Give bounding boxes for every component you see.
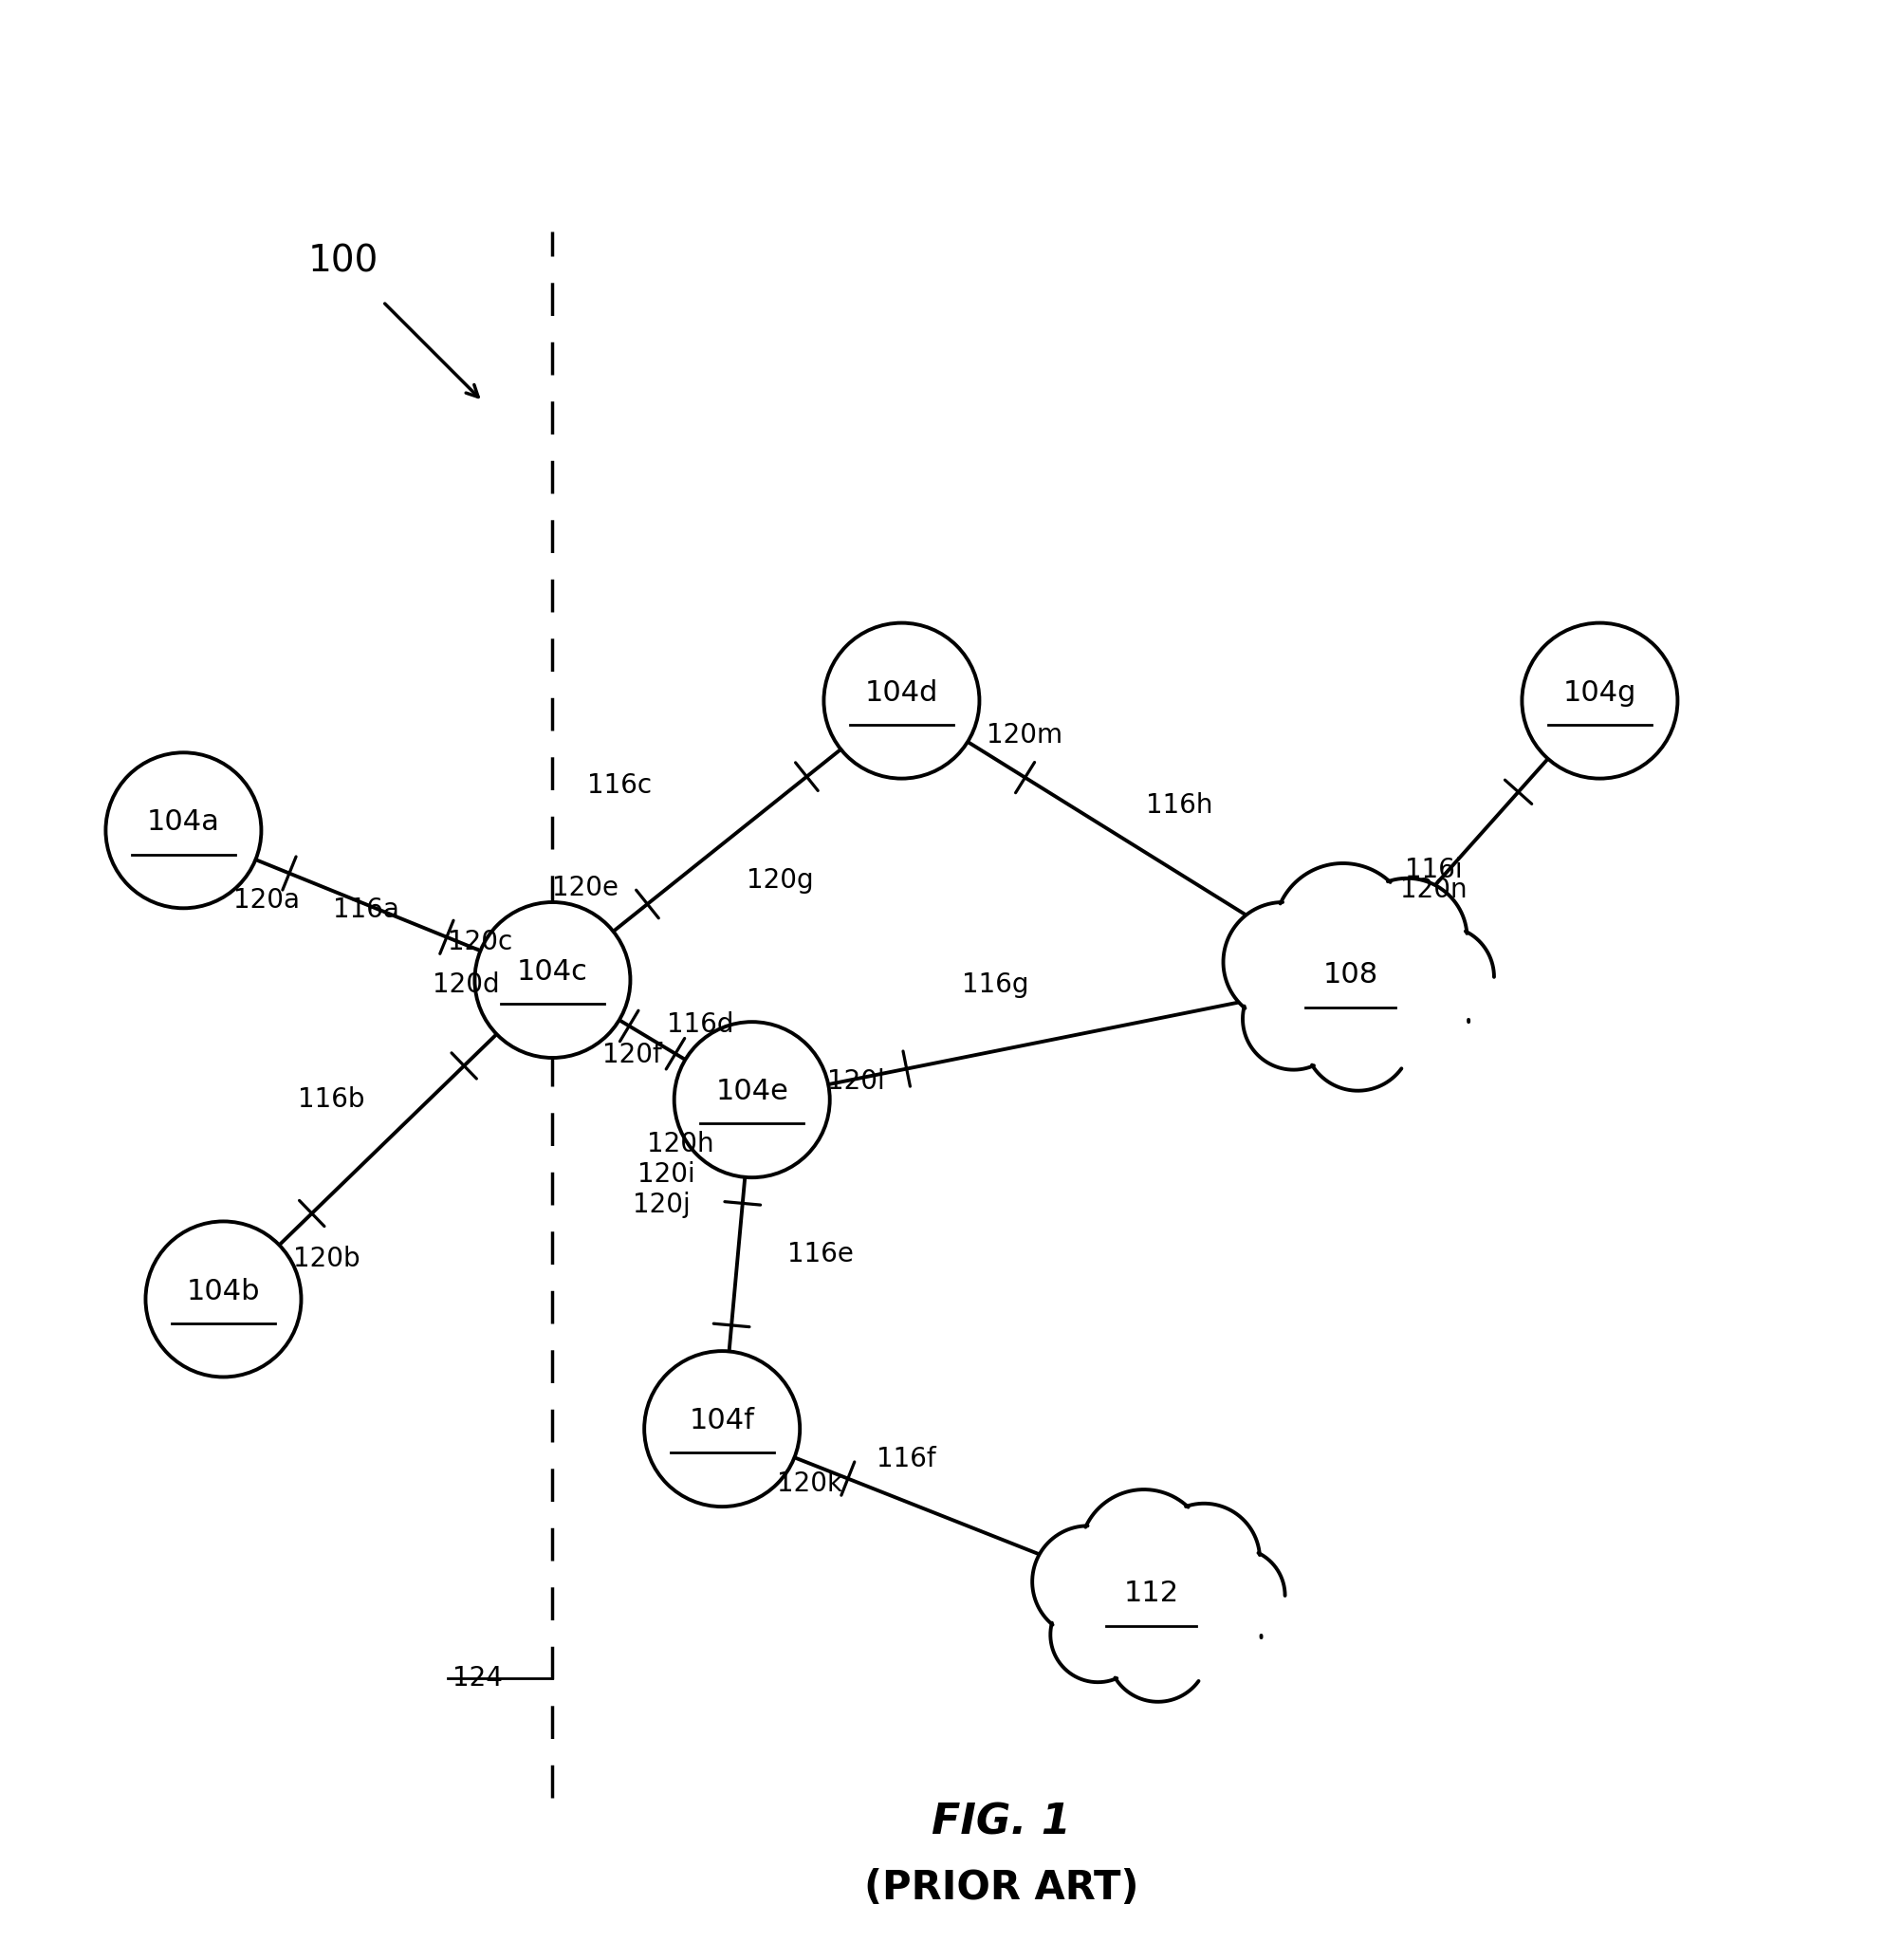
Circle shape bbox=[1392, 927, 1493, 1027]
Text: 116i: 116i bbox=[1404, 857, 1463, 884]
Text: 104c: 104c bbox=[517, 958, 588, 986]
Circle shape bbox=[1189, 1548, 1284, 1642]
Text: 104g: 104g bbox=[1562, 678, 1636, 706]
Text: 120l: 120l bbox=[825, 1068, 884, 1096]
Text: 116c: 116c bbox=[588, 772, 652, 800]
Text: 120n: 120n bbox=[1400, 876, 1466, 904]
Circle shape bbox=[1303, 984, 1411, 1090]
Text: 108: 108 bbox=[1322, 960, 1377, 988]
Text: 120e: 120e bbox=[552, 874, 618, 902]
Text: 116g: 116g bbox=[961, 972, 1027, 998]
Circle shape bbox=[1223, 902, 1343, 1021]
Text: 116d: 116d bbox=[668, 1011, 734, 1039]
Text: 120h: 120h bbox=[647, 1131, 713, 1158]
Circle shape bbox=[474, 902, 630, 1058]
Circle shape bbox=[1031, 1525, 1143, 1637]
Text: 120f: 120f bbox=[603, 1041, 662, 1068]
Text: 120g: 120g bbox=[747, 866, 814, 894]
Circle shape bbox=[1366, 970, 1468, 1072]
Text: 120i: 120i bbox=[637, 1160, 694, 1188]
Text: 120d: 120d bbox=[432, 972, 500, 998]
Text: 104e: 104e bbox=[715, 1078, 787, 1105]
Text: 120c: 120c bbox=[447, 929, 512, 955]
Text: 124: 124 bbox=[453, 1664, 502, 1691]
Text: 104b: 104b bbox=[186, 1278, 261, 1305]
Text: (PRIOR ART): (PRIOR ART) bbox=[864, 1868, 1137, 1907]
Text: 116b: 116b bbox=[299, 1086, 365, 1113]
Circle shape bbox=[1522, 623, 1678, 778]
Text: 104f: 104f bbox=[689, 1407, 755, 1435]
Text: 104d: 104d bbox=[865, 678, 938, 706]
Text: 120a: 120a bbox=[234, 888, 301, 913]
Circle shape bbox=[824, 623, 980, 778]
Circle shape bbox=[1347, 878, 1466, 998]
Text: 116f: 116f bbox=[877, 1445, 936, 1472]
Text: 116e: 116e bbox=[787, 1241, 852, 1268]
Text: 100: 100 bbox=[308, 243, 378, 280]
Circle shape bbox=[1050, 1588, 1145, 1682]
Text: 112: 112 bbox=[1122, 1580, 1177, 1607]
Circle shape bbox=[1166, 1590, 1261, 1686]
Circle shape bbox=[1107, 1601, 1208, 1701]
Circle shape bbox=[673, 1021, 829, 1178]
Circle shape bbox=[107, 753, 261, 907]
Text: 116a: 116a bbox=[333, 898, 399, 923]
Text: 120b: 120b bbox=[293, 1247, 359, 1272]
Text: 120j: 120j bbox=[631, 1192, 690, 1217]
Text: 120m: 120m bbox=[985, 723, 1061, 749]
Text: 120k: 120k bbox=[776, 1470, 843, 1497]
Circle shape bbox=[1147, 1503, 1259, 1615]
Circle shape bbox=[1274, 862, 1411, 1002]
Text: 116h: 116h bbox=[1145, 792, 1212, 819]
Circle shape bbox=[1242, 968, 1345, 1070]
Circle shape bbox=[146, 1221, 301, 1378]
Circle shape bbox=[1078, 1490, 1208, 1617]
Circle shape bbox=[645, 1350, 799, 1507]
Text: 104a: 104a bbox=[146, 809, 221, 837]
Text: FIG. 1: FIG. 1 bbox=[932, 1803, 1071, 1842]
